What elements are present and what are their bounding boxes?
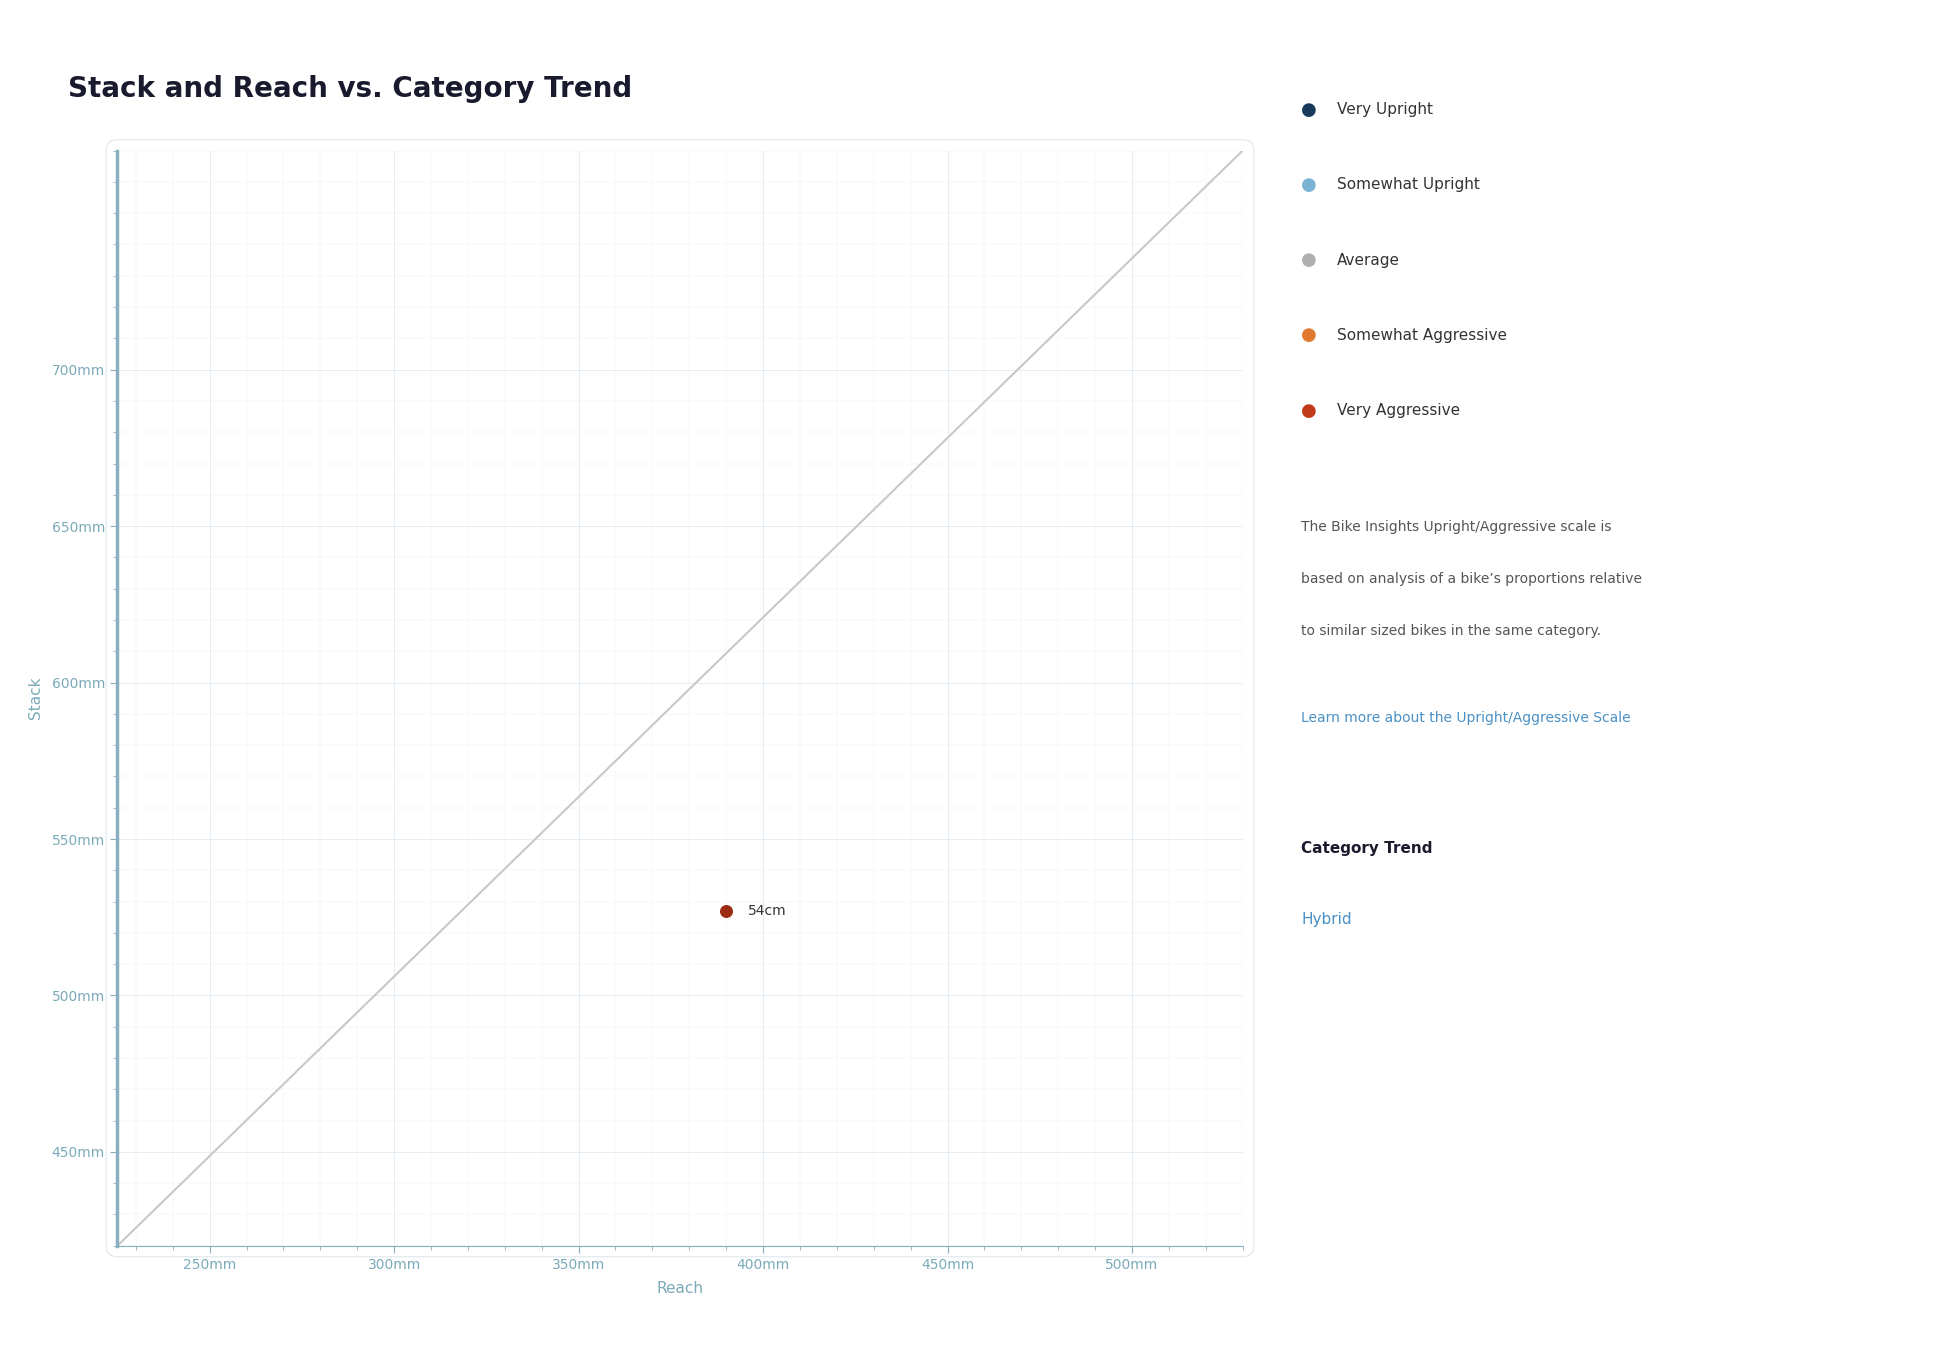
Text: ●: ● [1301, 100, 1317, 119]
Text: ●: ● [1301, 326, 1317, 345]
Text: Average: Average [1337, 253, 1399, 267]
Text: Stack and Reach vs. Category Trend: Stack and Reach vs. Category Trend [68, 75, 632, 103]
Text: 54cm: 54cm [748, 904, 787, 919]
Text: ●: ● [1301, 401, 1317, 420]
Text: to similar sized bikes in the same category.: to similar sized bikes in the same categ… [1301, 624, 1601, 638]
Text: The Bike Insights Upright/Aggressive scale is: The Bike Insights Upright/Aggressive sca… [1301, 520, 1613, 534]
Text: Somewhat Upright: Somewhat Upright [1337, 178, 1479, 192]
Text: Very Aggressive: Very Aggressive [1337, 404, 1460, 418]
Text: ●: ● [1301, 251, 1317, 270]
Y-axis label: Stack: Stack [27, 676, 43, 720]
Point [710, 899, 742, 921]
Text: Somewhat Aggressive: Somewhat Aggressive [1337, 329, 1507, 342]
Text: based on analysis of a bike’s proportions relative: based on analysis of a bike’s proportion… [1301, 572, 1642, 586]
Text: ●: ● [1301, 175, 1317, 194]
X-axis label: Reach: Reach [656, 1280, 705, 1295]
Text: Category Trend: Category Trend [1301, 841, 1433, 856]
Text: Hybrid: Hybrid [1301, 912, 1352, 927]
Text: Learn more about the Upright/Aggressive Scale: Learn more about the Upright/Aggressive … [1301, 711, 1630, 724]
Text: Very Upright: Very Upright [1337, 103, 1433, 116]
